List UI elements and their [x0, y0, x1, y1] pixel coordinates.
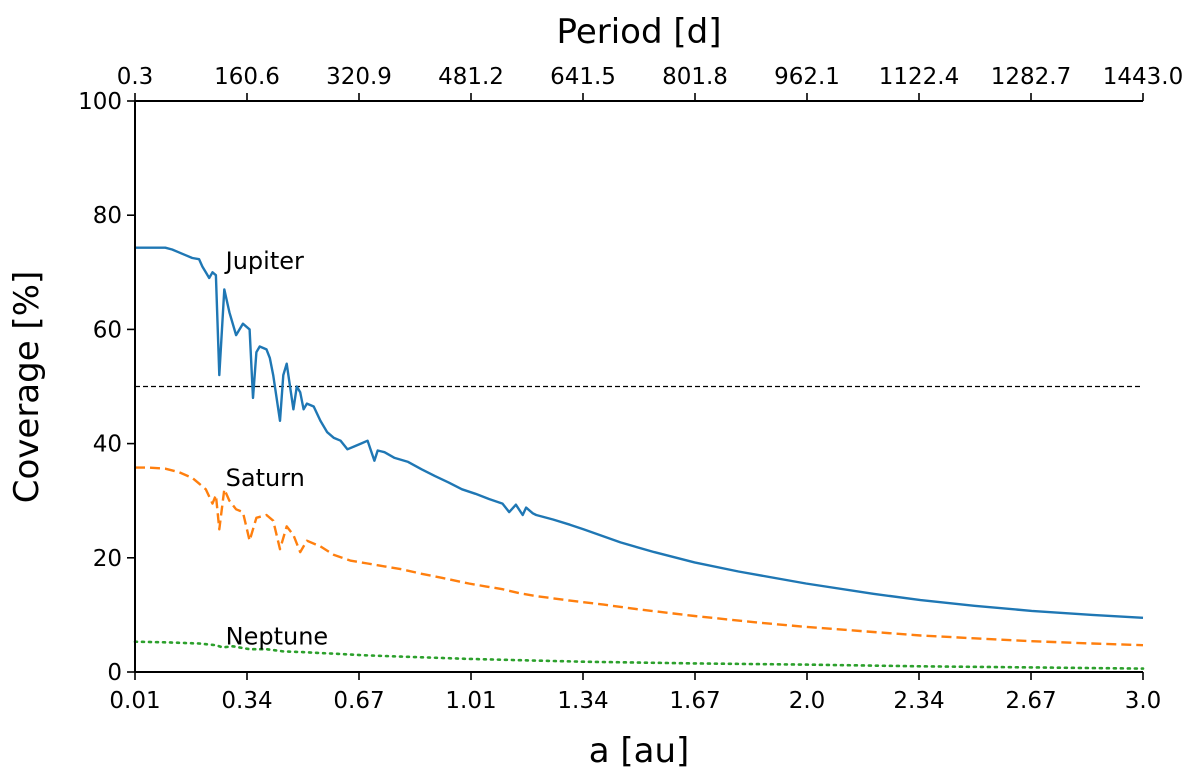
- y-tick-label: 80: [93, 203, 122, 229]
- series-label-saturn: Saturn: [226, 464, 305, 492]
- series-line-jupiter: [135, 246, 1144, 619]
- x2-tick-label: 1282.7: [991, 64, 1071, 90]
- x-tick-label: 0.01: [109, 688, 160, 714]
- x2-tick-label: 641.5: [550, 64, 616, 90]
- x-tick-label: 0.34: [221, 688, 272, 714]
- x-tick-label: 1.34: [557, 688, 608, 714]
- x2-tick-label: 0.3: [117, 64, 154, 90]
- x-tick-label: 2.34: [893, 688, 944, 714]
- series-label-neptune: Neptune: [226, 623, 329, 651]
- x2-tick-label: 1443.0: [1103, 64, 1183, 90]
- x2-axis-label: Period [d]: [557, 12, 722, 52]
- series-label-jupiter: Jupiter: [224, 247, 304, 275]
- y-tick-label: 40: [93, 432, 122, 458]
- x2-tick-label: 481.2: [438, 64, 504, 90]
- x-axis-label: a [au]: [589, 731, 690, 771]
- x-tick-label: 2.67: [1005, 688, 1056, 714]
- x-tick-label: 1.67: [669, 688, 720, 714]
- axes: 0.01 0.34 0.67 1.01 1.34 1.67 2.0 2.34 2.67 3.0 0.…: [78, 64, 1183, 714]
- plot-area: Jupiter Saturn Neptune: [133, 246, 1145, 670]
- x-tick-label: 0.67: [333, 688, 384, 714]
- x2-tick-label: 1122.4: [879, 64, 959, 90]
- x2-tick-label: 801.8: [662, 64, 728, 90]
- y-tick-label: 0: [107, 660, 122, 686]
- y-tick-label: 20: [93, 546, 122, 572]
- series-line-saturn: [135, 466, 1144, 647]
- y-axis-label: Coverage [%]: [7, 271, 47, 504]
- x-tick-label: 2.0: [789, 688, 826, 714]
- series-line-neptune: [133, 640, 1145, 670]
- x-tick-label: 3.0: [1125, 688, 1162, 714]
- x2-tick-label: 962.1: [774, 64, 840, 90]
- x2-tick-label: 160.6: [214, 64, 280, 90]
- y-tick-label: 100: [78, 89, 122, 115]
- x2-tick-label: 320.9: [326, 64, 392, 90]
- y-tick-label: 60: [93, 317, 122, 343]
- x-tick-label: 1.01: [445, 688, 496, 714]
